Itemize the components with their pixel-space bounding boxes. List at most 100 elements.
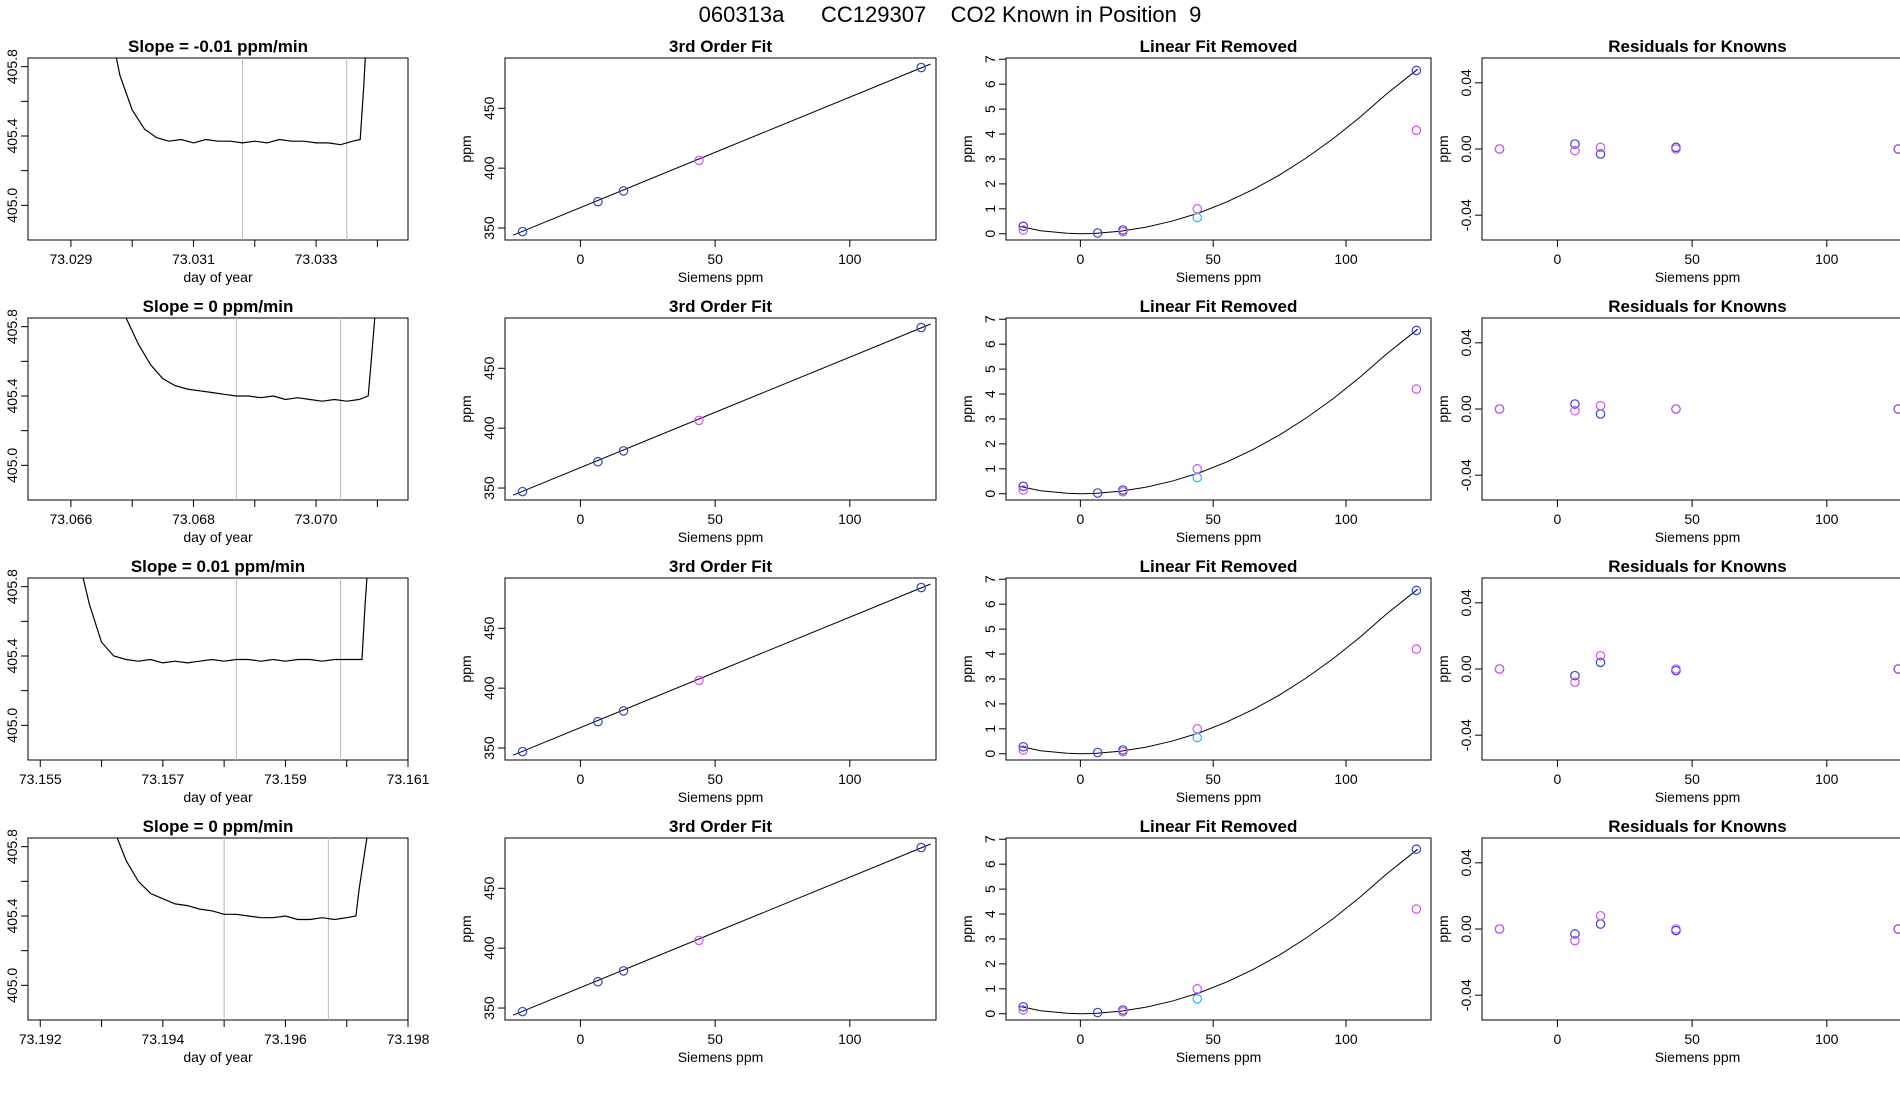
res-4-point <box>1570 935 1580 946</box>
res-4-point <box>1570 929 1580 939</box>
lin-1-ytick-label: 2 <box>982 180 998 188</box>
lin-1-ytick-label: 7 <box>982 55 998 63</box>
fit-4-title: 3rd Order Fit <box>669 817 772 836</box>
trace-3-xtick-label: 73.159 <box>264 771 307 787</box>
fit-1-xlabel: Siemens ppm <box>678 269 764 285</box>
lin-2-ylabel: ppm <box>959 395 975 422</box>
lin-1-point <box>1018 221 1029 232</box>
res-2-xlabel: Siemens ppm <box>1655 529 1741 545</box>
res-2-title: Residuals for Knowns <box>1608 297 1787 316</box>
res-1-point <box>1671 144 1681 154</box>
fit-1-point <box>916 62 926 73</box>
trace-4-ytick-label: 405.8 <box>4 829 20 864</box>
res-2-xtick-label: 100 <box>1815 511 1839 527</box>
trace-1-xtick-label: 73.029 <box>49 251 92 267</box>
res-1-xlabel: Siemens ppm <box>1655 269 1741 285</box>
res-4-ylabel: ppm <box>1435 915 1451 942</box>
trace-3-title: Slope = 0.01 ppm/min <box>131 557 305 576</box>
res-3-point <box>1671 664 1681 674</box>
lin-2-ytick-label: 7 <box>982 315 998 323</box>
res-2-point <box>1671 404 1681 414</box>
lin-4-point <box>1018 1005 1029 1015</box>
page-title: 060313a CC129307 CO2 Known in Position 9 <box>698 2 1202 27</box>
trace-3-xlabel: day of year <box>183 789 253 805</box>
fit-3-point <box>694 675 704 686</box>
fit-2-ytick-label: 350 <box>481 476 497 500</box>
res-4-title: Residuals for Knowns <box>1608 817 1787 836</box>
fit-3-fit-curve <box>512 583 931 756</box>
lin-1-point <box>1411 65 1422 76</box>
lin-4-xlabel: Siemens ppm <box>1176 1049 1262 1065</box>
res-3-ytick-label: -0.04 <box>1458 719 1474 751</box>
lin-2-ytick-label: 6 <box>982 340 998 348</box>
lin-3-point <box>1411 644 1422 654</box>
fit-4-xtick-label: 50 <box>707 1031 723 1047</box>
trace-2-xtick-label: 73.066 <box>49 511 92 527</box>
lin-3-ylabel: ppm <box>959 655 975 682</box>
lin-4-point <box>1192 984 1203 994</box>
fit-3-point <box>916 582 926 593</box>
lin-3-xtick-label: 0 <box>1076 771 1084 787</box>
trace-2-ytick-label: 405.0 <box>4 448 20 483</box>
res-4-ytick-label: -0.04 <box>1458 979 1474 1011</box>
lin-4-ytick-label: 3 <box>982 935 998 943</box>
fit-3-ytick-label: 450 <box>481 616 497 640</box>
fit-1-xtick-label: 50 <box>707 251 723 267</box>
res-3-ytick-label: 0.04 <box>1458 589 1474 616</box>
lin-2-point <box>1411 325 1422 336</box>
res-4-point <box>1494 924 1505 934</box>
lin-1-point <box>1192 212 1203 223</box>
lin-3-title: Linear Fit Removed <box>1140 557 1298 576</box>
lin-4-xtick-label: 0 <box>1076 1031 1084 1047</box>
res-1-point <box>1893 144 1900 154</box>
res-3-point <box>1893 664 1900 674</box>
res-2-ytick-label: 0.00 <box>1458 395 1474 422</box>
fit-2-xtick-label: 50 <box>707 511 723 527</box>
fit-2-ytick-label: 450 <box>481 356 497 380</box>
lin-3-ytick-label: 1 <box>982 725 998 733</box>
fit-3-ytick-label: 350 <box>481 736 497 760</box>
lin-3-ytick-label: 2 <box>982 700 998 708</box>
lin-2-ytick-label: 2 <box>982 440 998 448</box>
lin-3-xtick-label: 50 <box>1205 771 1221 787</box>
trace-4-xtick-label: 73.194 <box>141 1031 184 1047</box>
res-1-point <box>1494 144 1505 154</box>
trace-3-ytick-label: 405.0 <box>4 708 20 743</box>
lin-4-ytick-label: 4 <box>982 910 998 918</box>
fit-3-point <box>593 716 603 727</box>
lin-2-xtick-label: 50 <box>1205 511 1221 527</box>
fit-3-frame <box>504 577 937 761</box>
res-2-xtick-label: 50 <box>1684 511 1700 527</box>
res-4-ytick-label: 0.04 <box>1458 849 1474 876</box>
fit-4-ylabel: ppm <box>458 915 474 942</box>
res-4-point <box>1671 924 1681 934</box>
trace-3-xtick-label: 73.155 <box>19 771 62 787</box>
res-2-point <box>1595 409 1606 419</box>
trace-2-frame <box>27 317 409 501</box>
lin-4-frame <box>1005 837 1432 1021</box>
fit-1-ytick-label: 450 <box>481 96 497 120</box>
fit-2-point <box>916 322 926 333</box>
lin-4-point <box>1018 1001 1029 1012</box>
lin-4-ytick-label: 5 <box>982 885 998 893</box>
lin-2-xtick-label: 100 <box>1334 511 1358 527</box>
res-1-ytick-label: -0.04 <box>1458 199 1474 231</box>
lin-2-point <box>1411 384 1422 394</box>
lin-1-ytick-label: 4 <box>982 130 998 138</box>
trace-1-ytick-label: 405.4 <box>4 118 20 153</box>
lin-1-title: Linear Fit Removed <box>1140 37 1298 56</box>
fit-2-frame <box>504 317 937 501</box>
trace-1-series-line <box>115 58 366 146</box>
res-2-point <box>1570 399 1580 409</box>
lin-2-ytick-label: 0 <box>982 490 998 498</box>
lin-4-point <box>1411 844 1422 855</box>
lin-1-xtick-label: 50 <box>1205 251 1221 267</box>
res-3-point <box>1595 657 1606 668</box>
res-1-point <box>1595 142 1606 153</box>
trace-3-xtick-label: 73.157 <box>141 771 184 787</box>
trace-1-ytick-label: 405.8 <box>4 49 20 84</box>
res-1-xtick-label: 50 <box>1684 251 1700 267</box>
trace-2-series-line <box>125 318 376 402</box>
lin-4-ytick-label: 1 <box>982 985 998 993</box>
fit-1-xtick-label: 100 <box>838 251 862 267</box>
